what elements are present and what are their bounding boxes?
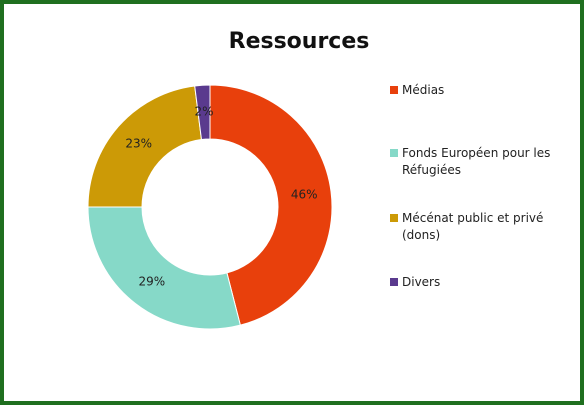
legend-entry: Médias [390, 82, 570, 99]
data-label: 29% [138, 275, 165, 289]
legend-entry: Fonds Européen pour les Réfugiées [390, 145, 570, 179]
legend-entry: Divers [390, 274, 570, 291]
legend-label: Fonds Européen pour les Réfugiées [402, 146, 551, 177]
legend-label: Divers [402, 275, 441, 289]
donut-segment [87, 85, 203, 208]
chart-title: Ressources [229, 29, 370, 54]
data-label: 2% [195, 105, 214, 119]
donut-segment [209, 84, 333, 326]
legend-label: Médias [402, 83, 445, 97]
legend-swatch [390, 278, 398, 286]
legend-swatch [390, 214, 398, 222]
legend-label: Mécénat public et privé (dons) [402, 211, 544, 242]
legend-entry: Mécénat public et privé (dons) [390, 210, 570, 244]
data-label: 23% [125, 137, 152, 151]
data-label: 46% [291, 188, 318, 202]
legend-swatch [390, 149, 398, 157]
donut-segment [87, 206, 241, 330]
legend-swatch [390, 86, 398, 94]
chart: Ressources 46% 29% 23% 2% [87, 29, 370, 330]
donut-segment [194, 84, 211, 141]
